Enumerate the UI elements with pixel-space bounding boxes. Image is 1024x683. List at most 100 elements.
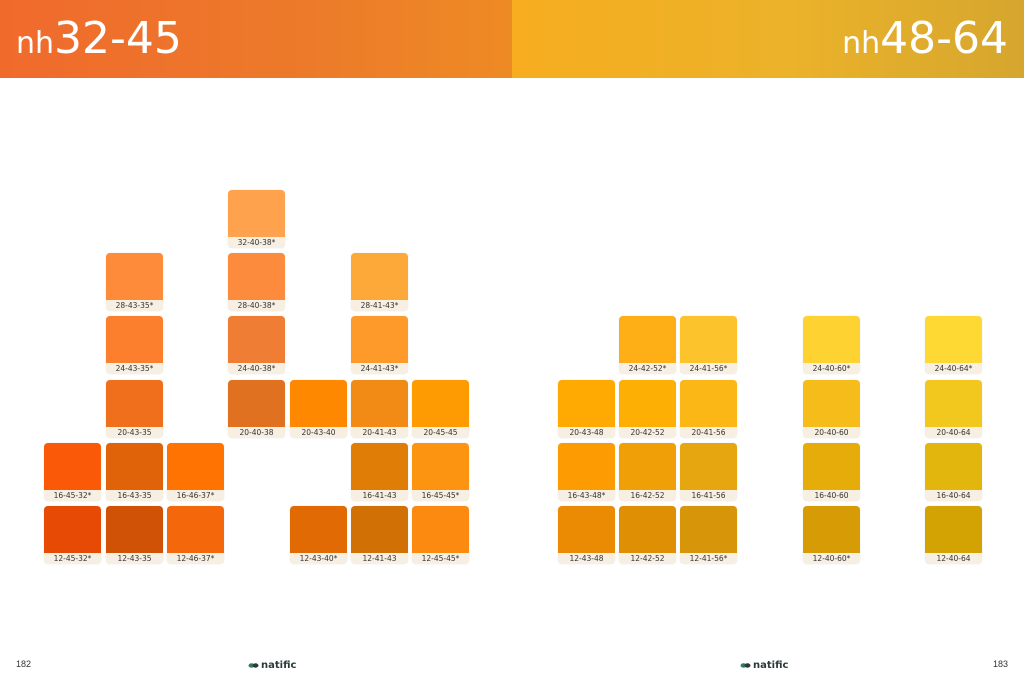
color-swatch — [412, 506, 469, 553]
title-range: 32-45 — [54, 13, 182, 64]
chip-code: 20-40-64 — [936, 428, 971, 437]
color-chip: 12-43-40* — [290, 506, 347, 564]
chip-code: 16-45-32* — [53, 491, 92, 500]
page-number-right: 183 — [992, 659, 1008, 669]
color-chip: 12-41-43 — [351, 506, 408, 564]
color-swatch — [803, 443, 860, 490]
color-swatch — [290, 380, 347, 427]
color-chip: 24-40-64* — [925, 316, 982, 374]
color-swatch — [228, 316, 285, 363]
color-chip: 24-43-35* — [106, 316, 163, 374]
logo-icon — [740, 662, 751, 668]
color-chip: 32-40-38* — [228, 190, 285, 248]
color-chip: 12-43-48 — [558, 506, 615, 564]
color-swatch — [351, 380, 408, 427]
color-swatch — [680, 316, 737, 363]
color-swatch — [925, 316, 982, 363]
color-chip: 12-45-45* — [412, 506, 469, 564]
chip-code: 16-42-52 — [630, 491, 665, 500]
color-chip: 12-40-60* — [803, 506, 860, 564]
chip-code: 12-41-43 — [362, 554, 397, 563]
color-swatch — [803, 380, 860, 427]
chip-code: 16-45-45* — [421, 491, 460, 500]
chip-code: 16-43-48* — [567, 491, 606, 500]
color-chip: 16-41-43 — [351, 443, 408, 501]
color-chip: 20-41-43 — [351, 380, 408, 438]
brand-logo-left: natific — [248, 657, 296, 673]
page-number-left: 182 — [16, 659, 32, 669]
color-chip: 16-40-64 — [925, 443, 982, 501]
color-chip: 24-42-52* — [619, 316, 676, 374]
color-chip: 12-40-64 — [925, 506, 982, 564]
color-chip: 20-40-38 — [228, 380, 285, 438]
title-prefix: nh — [16, 26, 55, 61]
color-chip: 16-40-60 — [803, 443, 860, 501]
chip-code: 24-43-35* — [115, 364, 154, 373]
color-swatch — [619, 380, 676, 427]
color-swatch — [558, 506, 615, 553]
chip-code: 16-41-56 — [691, 491, 726, 500]
color-swatch — [228, 253, 285, 300]
color-chip: 20-43-40 — [290, 380, 347, 438]
chip-code: 12-43-40* — [299, 554, 338, 563]
chip-code: 16-43-35 — [117, 491, 152, 500]
chip-code: 16-40-60 — [814, 491, 849, 500]
color-chip: 24-40-60* — [803, 316, 860, 374]
color-swatch — [619, 506, 676, 553]
header-band-left — [0, 0, 512, 78]
color-swatch — [558, 380, 615, 427]
color-swatch — [351, 316, 408, 363]
chip-code: 12-45-32* — [53, 554, 92, 563]
color-chip: 20-40-60 — [803, 380, 860, 438]
chip-code: 28-41-43* — [360, 301, 399, 310]
chip-code: 20-40-38 — [239, 428, 274, 437]
chip-code: 24-40-38* — [237, 364, 276, 373]
chip-code: 20-43-40 — [301, 428, 336, 437]
color-swatch — [351, 443, 408, 490]
color-chip: 12-43-35 — [106, 506, 163, 564]
color-swatch — [619, 316, 676, 363]
color-chip: 12-41-56* — [680, 506, 737, 564]
color-chip: 28-43-35* — [106, 253, 163, 311]
color-swatch — [803, 316, 860, 363]
color-swatch — [925, 443, 982, 490]
color-chip: 20-45-45 — [412, 380, 469, 438]
chip-code: 24-41-56* — [689, 364, 728, 373]
color-swatch — [351, 506, 408, 553]
chip-code: 12-45-45* — [421, 554, 460, 563]
color-swatch — [803, 506, 860, 553]
page-title-left: nh32-45 — [16, 14, 182, 73]
color-chip: 28-41-43* — [351, 253, 408, 311]
color-swatch — [44, 443, 101, 490]
chip-code: 20-42-52 — [630, 428, 665, 437]
chip-code: 24-40-64* — [934, 364, 973, 373]
color-chip: 20-41-56 — [680, 380, 737, 438]
color-swatch — [167, 443, 224, 490]
color-chip: 20-42-52 — [619, 380, 676, 438]
chip-code: 32-40-38* — [237, 238, 276, 247]
color-swatch — [106, 443, 163, 490]
color-chip: 28-40-38* — [228, 253, 285, 311]
chip-code: 24-41-43* — [360, 364, 399, 373]
color-chip: 16-42-52 — [619, 443, 676, 501]
logo-text: natific — [261, 659, 297, 671]
color-swatch — [106, 316, 163, 363]
color-chip: 24-41-43* — [351, 316, 408, 374]
color-chip: 16-45-32* — [44, 443, 101, 501]
title-range: 48-64 — [880, 13, 1008, 64]
chip-code: 20-43-35 — [117, 428, 152, 437]
color-swatch — [558, 443, 615, 490]
color-chip: 16-46-37* — [167, 443, 224, 501]
color-swatch — [44, 506, 101, 553]
color-swatch — [290, 506, 347, 553]
logo-icon — [248, 662, 259, 668]
chip-code: 16-40-64 — [936, 491, 971, 500]
color-swatch — [412, 380, 469, 427]
color-chip: 20-43-48 — [558, 380, 615, 438]
color-chip: 12-42-52 — [619, 506, 676, 564]
chip-code: 20-41-43 — [362, 428, 397, 437]
color-swatch — [619, 443, 676, 490]
color-swatch — [106, 253, 163, 300]
color-swatch — [228, 190, 285, 237]
chip-code: 20-43-48 — [569, 428, 604, 437]
